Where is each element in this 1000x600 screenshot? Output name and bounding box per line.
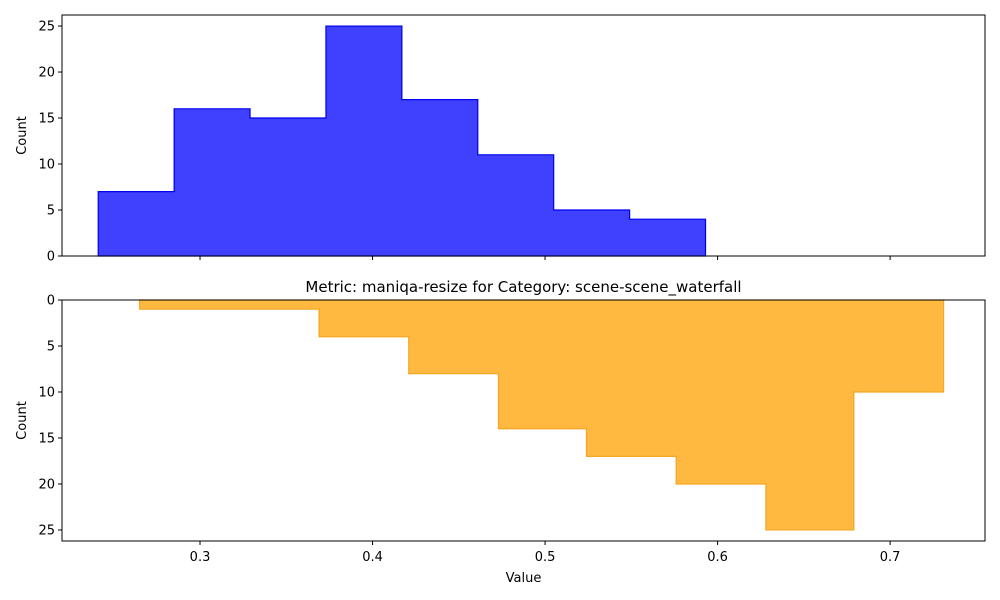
chart-title: Metric: maniqa-resize for Category: scen… bbox=[305, 278, 741, 297]
y-tick-label: 20 bbox=[38, 477, 55, 492]
top-histogram-panel: 0 5 10 15 20 25 Count bbox=[15, 14, 986, 265]
bottom-histogram-panel: 0 5 10 15 20 25 0.3 0.4 0.5 0.6 0.7 Count Value Metri… bbox=[15, 278, 986, 586]
histogram-bar bbox=[174, 109, 250, 256]
histogram-bar bbox=[478, 155, 554, 256]
histogram-area bbox=[139, 299, 945, 531]
x-tick-label: 0.5 bbox=[535, 550, 556, 565]
y-axis-label: Count bbox=[15, 401, 30, 440]
plot-frame bbox=[61, 14, 986, 257]
y-tick-label: 0 bbox=[47, 294, 55, 309]
x-tick-label: 0.3 bbox=[190, 550, 211, 565]
histogram-bar bbox=[766, 300, 854, 530]
histogram-bar bbox=[630, 219, 706, 256]
histogram-bar bbox=[402, 100, 478, 256]
histogram-bar bbox=[326, 26, 402, 256]
histogram-bar bbox=[98, 192, 174, 256]
histogram-bar bbox=[586, 300, 676, 456]
x-tick-label: 0.4 bbox=[362, 550, 383, 565]
histogram-bar bbox=[319, 300, 409, 337]
histogram-bar bbox=[498, 300, 586, 429]
x-tick-label: 0.7 bbox=[880, 550, 901, 565]
y-tick-label: 20 bbox=[38, 66, 55, 81]
histogram-bar bbox=[229, 300, 319, 309]
y-axis-label: Count bbox=[15, 116, 30, 155]
plot-frame bbox=[61, 299, 986, 542]
y-tick-label: 5 bbox=[47, 204, 55, 219]
y-tick-label: 10 bbox=[38, 385, 55, 400]
y-tick-label: 15 bbox=[38, 112, 55, 127]
histogram-bar bbox=[676, 300, 766, 484]
x-axis-label: Value bbox=[506, 571, 542, 586]
y-tick-label: 25 bbox=[38, 20, 55, 35]
y-tick-label: 0 bbox=[47, 250, 55, 265]
x-tick-label: 0.6 bbox=[707, 550, 728, 565]
histogram-bar bbox=[854, 300, 944, 392]
y-tick-label: 5 bbox=[47, 339, 55, 354]
histogram-area bbox=[97, 25, 707, 257]
y-tick-label: 25 bbox=[38, 523, 55, 538]
histogram-bar bbox=[409, 300, 499, 374]
y-tick-label: 15 bbox=[38, 431, 55, 446]
histogram-bar bbox=[140, 300, 230, 309]
histogram-bar bbox=[250, 118, 326, 256]
histogram-bar bbox=[554, 210, 630, 256]
y-tick-label: 10 bbox=[38, 158, 55, 173]
